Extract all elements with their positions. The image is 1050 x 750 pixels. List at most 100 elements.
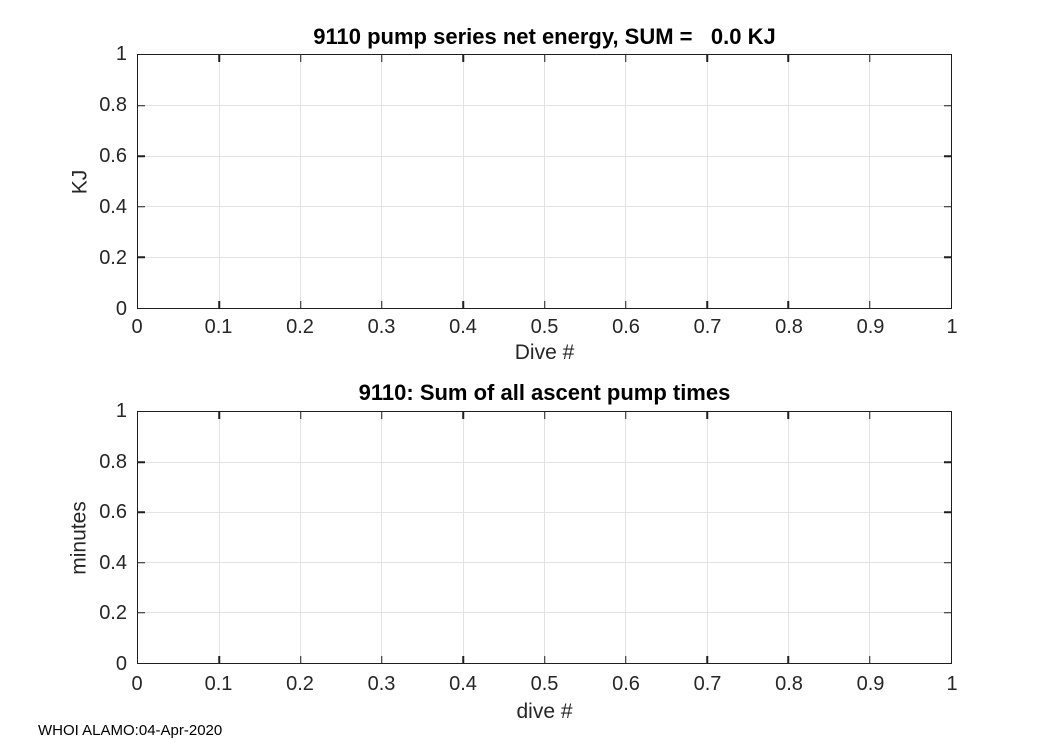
y-tick-label: 0: [115, 653, 127, 675]
gridline-horizontal: [138, 511, 951, 513]
x-tick-label: 0.7: [693, 316, 722, 338]
x-tick-mark-bottom: [706, 656, 708, 663]
x-tick-mark-bottom: [218, 656, 221, 663]
y-tick-label: 0: [115, 298, 127, 320]
x-tick-mark-top: [381, 55, 383, 62]
y-tick-label: 0.8: [99, 94, 127, 116]
y-tick-mark-right: [944, 206, 951, 208]
y-tick-label: 0.4: [99, 551, 127, 574]
gridline-horizontal: [138, 461, 951, 463]
x-tick-mark-top: [218, 55, 221, 62]
y-tick-label: 0.4: [99, 196, 127, 218]
x-tick-label: 0.8: [775, 673, 803, 695]
y-tick-label: 0.6: [99, 145, 127, 167]
gridline-vertical: [381, 55, 383, 308]
x-tick-mark-top: [462, 55, 464, 62]
x-tick-mark-bottom: [706, 301, 708, 308]
y-tick-mark-right: [944, 511, 951, 514]
y-tick-mark-right: [944, 104, 951, 107]
y-tick-mark-left: [138, 511, 145, 514]
x-tick-mark-bottom: [787, 656, 790, 663]
x-tick-label: 0.2: [286, 316, 314, 338]
x-tick-mark-bottom: [787, 301, 790, 308]
x-tick-label: 0.3: [367, 673, 396, 695]
x-tick-label: 0.5: [530, 673, 559, 695]
x-tick-mark-bottom: [381, 301, 383, 308]
y-tick-mark-left: [138, 155, 145, 157]
y-tick-label: 0.8: [99, 450, 127, 473]
x-axis-label: Dive #: [514, 341, 575, 364]
gridline-vertical: [869, 412, 871, 663]
x-tick-mark-top: [299, 412, 302, 419]
y-axis-label: KJ: [68, 169, 92, 195]
x-axis-label: dive #: [516, 700, 573, 723]
x-tick-mark-bottom: [218, 301, 221, 308]
gridline-vertical: [300, 412, 302, 663]
x-tick-mark-top: [381, 412, 383, 419]
x-tick-mark-bottom: [625, 301, 627, 308]
y-tick-labels: 0 0.2 0.4 0.6 0.8 1: [0, 44, 127, 319]
gridline-vertical: [869, 55, 871, 308]
x-tick-label: 0.7: [693, 673, 722, 695]
x-tick-label: 0: [131, 673, 143, 695]
gridline-horizontal: [138, 155, 951, 157]
gridline-vertical: [300, 55, 302, 308]
y-tick-mark-right: [944, 256, 951, 259]
x-tick-label: 0.8: [775, 316, 803, 338]
y-tick-label: 0.6: [99, 501, 127, 524]
x-tick-mark-top: [706, 55, 708, 62]
x-tick-label: 0.9: [856, 316, 885, 338]
y-tick-labels: 0 0.2 0.4 0.6 0.8 1: [0, 401, 127, 674]
y-axis-label: minutes: [67, 501, 91, 575]
y-tick-mark-right: [944, 561, 951, 564]
y-tick-mark-right: [944, 461, 951, 463]
x-tick-mark-top: [625, 412, 627, 419]
y-tick-mark-right: [944, 612, 951, 614]
x-tick-mark-top: [543, 55, 546, 62]
x-tick-label: 0.1: [204, 316, 233, 338]
gridline-horizontal: [138, 105, 951, 107]
chart-title: 9110: Sum of all ascent pump times: [358, 380, 731, 405]
y-tick-mark-left: [138, 461, 145, 463]
gridline-horizontal: [138, 562, 951, 564]
gridline-horizontal: [138, 206, 951, 208]
x-tick-mark-top: [299, 55, 302, 62]
gridline-vertical: [381, 412, 383, 663]
x-tick-mark-top: [868, 55, 871, 62]
y-tick-label: 0.2: [99, 247, 127, 269]
x-tick-mark-top: [787, 412, 790, 419]
x-tick-mark-top: [462, 412, 464, 419]
plot-area: [137, 54, 952, 309]
x-tick-label: 0.6: [612, 673, 640, 695]
gridline-vertical: [462, 412, 464, 663]
x-tick-label: 0.4: [449, 316, 477, 338]
x-tick-mark-bottom: [381, 656, 383, 663]
gridline-vertical: [462, 55, 464, 308]
gridline-vertical: [218, 55, 220, 308]
gridline-vertical: [544, 412, 545, 663]
x-tick-label: 1: [946, 316, 958, 338]
x-tick-label: 0.2: [286, 673, 314, 695]
x-tick-labels: 0 0.1 0.2 0.3 0.4 0.5 0.6 0.7 0.8 0.9 1: [131, 673, 957, 695]
gridline-horizontal: [138, 612, 951, 614]
gridline-horizontal: [138, 256, 951, 258]
x-tick-label: 0.9: [856, 673, 885, 695]
x-tick-mark-top: [543, 412, 546, 419]
y-tick-mark-right: [944, 155, 951, 157]
x-tick-label: 0.1: [204, 673, 233, 695]
x-tick-mark-top: [218, 412, 221, 419]
gridline-vertical: [787, 55, 789, 308]
x-tick-mark-top: [787, 55, 790, 62]
x-tick-mark-top: [706, 412, 708, 419]
y-tick-mark-left: [138, 561, 145, 564]
x-tick-label: 0.3: [367, 316, 396, 338]
x-tick-label: 0.5: [530, 316, 559, 338]
x-tick-mark-bottom: [868, 301, 871, 308]
gridline-vertical: [625, 412, 627, 663]
plot-area: [137, 411, 952, 664]
x-tick-label: 0: [131, 316, 143, 338]
gridline-vertical: [706, 55, 708, 308]
x-tick-mark-top: [868, 412, 871, 419]
y-tick-label: 0.2: [99, 602, 127, 625]
